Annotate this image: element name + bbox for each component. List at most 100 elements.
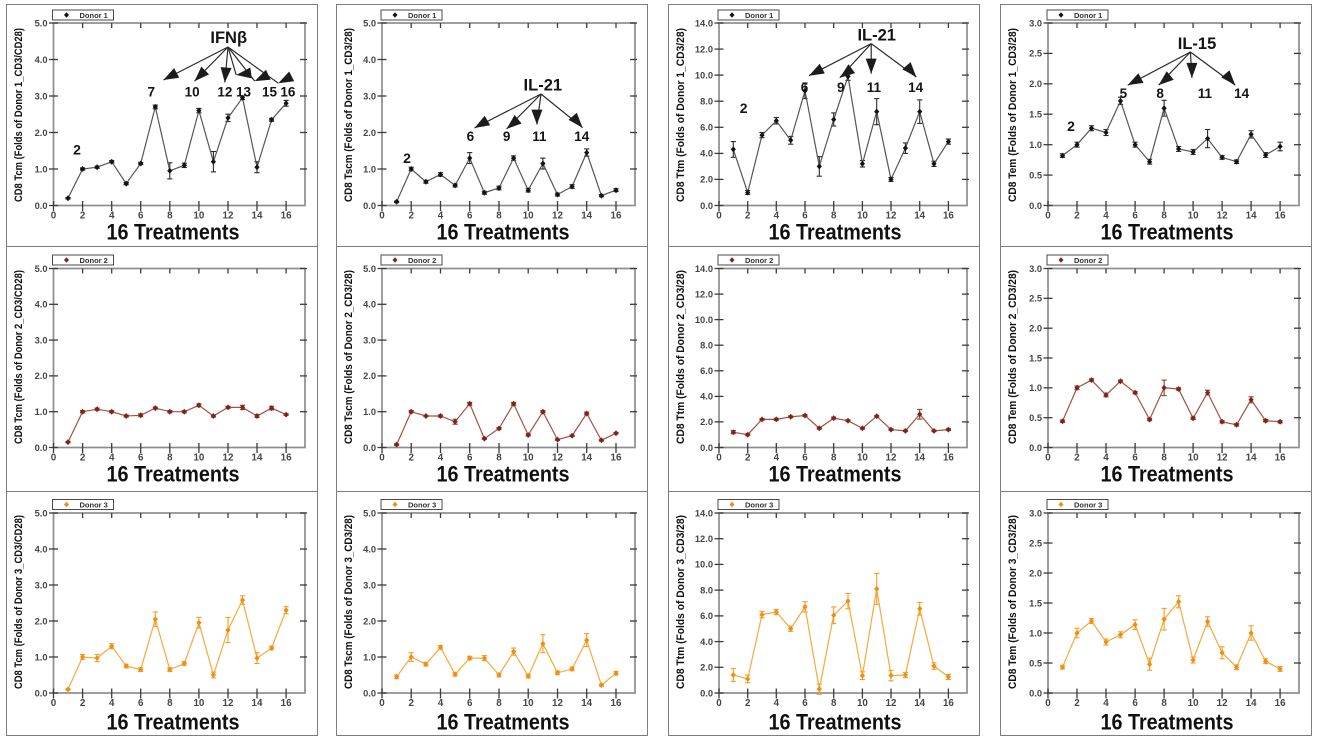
svg-text:6: 6 [467, 453, 473, 464]
svg-text:4.0: 4.0 [700, 392, 713, 402]
svg-text:3.0: 3.0 [1029, 508, 1042, 518]
svg-text:2: 2 [1067, 118, 1075, 134]
svg-text:11: 11 [532, 129, 547, 144]
svg-text:10: 10 [857, 453, 868, 464]
svg-text:4.0: 4.0 [700, 637, 713, 647]
svg-text:16 Treatments: 16 Treatments [769, 462, 902, 487]
svg-text:14: 14 [574, 129, 590, 144]
svg-text:4: 4 [774, 211, 780, 222]
svg-text:11: 11 [867, 80, 882, 95]
svg-text:0: 0 [716, 698, 722, 709]
svg-text:16: 16 [611, 698, 622, 709]
svg-text:2: 2 [80, 211, 86, 222]
svg-text:12: 12 [223, 698, 234, 709]
svg-text:10.0: 10.0 [695, 560, 713, 570]
svg-text:0: 0 [379, 211, 385, 222]
svg-text:12: 12 [223, 211, 234, 222]
svg-text:1.0: 1.0 [1029, 140, 1042, 150]
svg-text:3.0: 3.0 [363, 580, 376, 590]
svg-text:2.0: 2.0 [363, 616, 376, 626]
svg-text:2.5: 2.5 [1029, 538, 1042, 548]
svg-text:14: 14 [581, 211, 592, 222]
svg-text:12: 12 [886, 453, 897, 464]
svg-text:2: 2 [1074, 698, 1080, 709]
svg-text:4: 4 [109, 211, 115, 222]
svg-text:0.5: 0.5 [1029, 658, 1042, 668]
svg-text:16: 16 [943, 698, 954, 709]
svg-text:2.5: 2.5 [1029, 49, 1042, 59]
svg-text:4.0: 4.0 [35, 300, 48, 310]
svg-text:2: 2 [745, 698, 751, 709]
svg-text:12: 12 [1217, 211, 1228, 222]
svg-text:16: 16 [1275, 453, 1286, 464]
svg-text:6: 6 [467, 211, 473, 222]
svg-text:8: 8 [167, 453, 173, 464]
svg-text:12.0: 12.0 [695, 289, 713, 299]
svg-text:Donor 3: Donor 3 [745, 500, 773, 509]
svg-text:4.0: 4.0 [35, 544, 48, 554]
svg-text:5.0: 5.0 [363, 508, 376, 518]
svg-text:2.0: 2.0 [35, 371, 48, 381]
svg-text:8: 8 [831, 211, 837, 222]
svg-text:6.0: 6.0 [700, 123, 713, 133]
svg-text:10.0: 10.0 [695, 70, 713, 80]
svg-text:2: 2 [1074, 453, 1080, 464]
svg-text:6: 6 [1132, 698, 1138, 709]
svg-text:13: 13 [236, 85, 252, 100]
svg-text:16: 16 [281, 698, 292, 709]
svg-text:2: 2 [745, 453, 751, 464]
svg-text:Donor 1: Donor 1 [745, 11, 773, 20]
svg-text:8: 8 [167, 698, 173, 709]
svg-text:2.0: 2.0 [1029, 79, 1042, 89]
svg-text:CD8 Tem (Folds of Donor 1_CD3/: CD8 Tem (Folds of Donor 1_CD3/28) [1007, 28, 1019, 202]
svg-text:0.0: 0.0 [700, 201, 713, 211]
svg-text:3.0: 3.0 [35, 580, 48, 590]
svg-text:10: 10 [523, 698, 534, 709]
svg-text:16: 16 [611, 453, 622, 464]
svg-text:12.0: 12.0 [695, 534, 713, 544]
svg-text:16 Treatments: 16 Treatments [769, 220, 902, 245]
svg-text:14.0: 14.0 [695, 18, 713, 28]
svg-text:IL-21: IL-21 [524, 76, 563, 94]
svg-text:5.0: 5.0 [363, 18, 376, 28]
svg-text:8: 8 [496, 211, 502, 222]
svg-text:2.0: 2.0 [1029, 324, 1042, 334]
svg-text:Donor 3: Donor 3 [80, 500, 108, 509]
svg-text:10: 10 [1188, 453, 1199, 464]
svg-text:0: 0 [379, 698, 385, 709]
svg-text:4.0: 4.0 [700, 149, 713, 159]
svg-text:0.0: 0.0 [1029, 201, 1042, 211]
svg-text:2.0: 2.0 [35, 616, 48, 626]
svg-text:3.0: 3.0 [363, 335, 376, 345]
svg-text:5.0: 5.0 [35, 508, 48, 518]
svg-text:16: 16 [1275, 698, 1286, 709]
svg-text:16 Treatments: 16 Treatments [437, 462, 570, 487]
svg-text:6: 6 [138, 211, 144, 222]
svg-text:0: 0 [1045, 698, 1051, 709]
svg-text:4: 4 [438, 211, 444, 222]
svg-text:CD8 Tem (Folds of Donor 3_CD3/: CD8 Tem (Folds of Donor 3_CD3/28) [1007, 515, 1019, 689]
svg-text:0.5: 0.5 [1029, 413, 1042, 423]
svg-text:IL-21: IL-21 [857, 27, 896, 45]
svg-text:4: 4 [774, 698, 780, 709]
svg-text:16: 16 [281, 211, 292, 222]
svg-text:14: 14 [1246, 453, 1257, 464]
svg-text:CD8 Ttm (Folds of Donor 1_CD3/: CD8 Ttm (Folds of Donor 1_CD3/28) [675, 28, 687, 202]
svg-text:14: 14 [252, 211, 263, 222]
svg-text:14: 14 [908, 80, 924, 95]
svg-text:4: 4 [438, 698, 444, 709]
svg-text:16: 16 [611, 211, 622, 222]
svg-text:2.0: 2.0 [363, 371, 376, 381]
svg-text:6: 6 [802, 211, 808, 222]
svg-text:0.0: 0.0 [363, 443, 376, 453]
svg-text:1.0: 1.0 [363, 652, 376, 662]
svg-text:16: 16 [280, 85, 296, 100]
svg-text:5.0: 5.0 [363, 264, 376, 274]
svg-text:10: 10 [857, 211, 868, 222]
svg-text:CD8 Ttm (Folds of Donor 2_CD3/: CD8 Ttm (Folds of Donor 2_CD3/28) [675, 270, 687, 444]
svg-text:10: 10 [193, 453, 204, 464]
svg-text:6: 6 [467, 698, 473, 709]
svg-text:4.0: 4.0 [363, 300, 376, 310]
svg-text:8.0: 8.0 [700, 585, 713, 595]
svg-text:0: 0 [51, 698, 57, 709]
